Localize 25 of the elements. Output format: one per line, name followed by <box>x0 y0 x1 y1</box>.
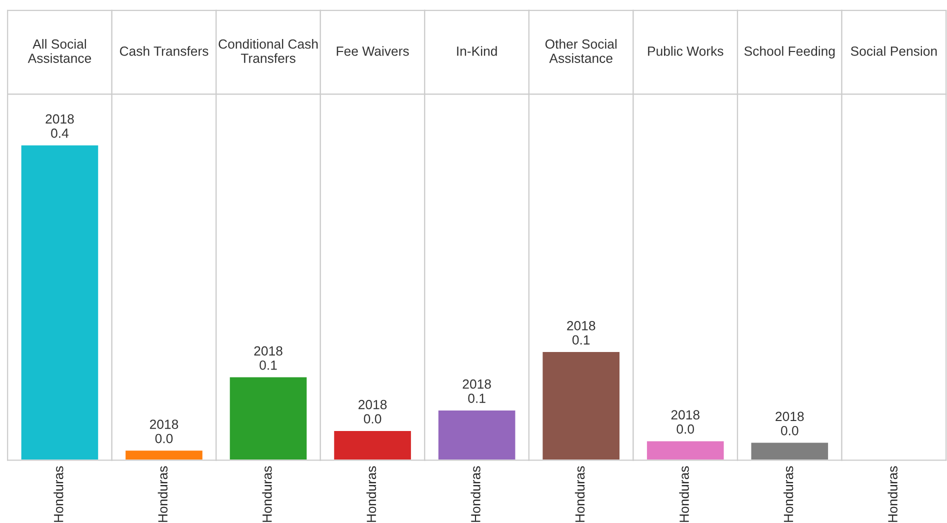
chart-title: All Social Assistance <box>28 39 92 63</box>
chart-title: Cash Transfers <box>120 46 208 56</box>
chart-title: Other Social Assistance <box>545 39 617 63</box>
chart-title: Fee Waivers <box>336 46 409 56</box>
chart-title: Public Works <box>648 46 724 56</box>
chart-title: In-Kind <box>457 46 497 56</box>
chart-title: School Feeding <box>744 46 835 58</box>
data-label: 2018 0.0 <box>150 420 178 444</box>
x-tick-label: Honduras <box>783 466 794 522</box>
x-tick-label: Honduras <box>262 466 272 522</box>
x-tick-label: Honduras <box>679 466 689 522</box>
x-tick-label: Honduras <box>470 466 480 522</box>
text: Social Pension <box>850 46 937 56</box>
data-label: 2018 0.0 <box>358 400 387 424</box>
data-label: 2018 0.1 <box>462 379 491 403</box>
data-label: 2018 0.4 <box>46 114 74 138</box>
data-label: 2018 0.0 <box>671 410 700 434</box>
chart-title: Conditional Cash Transfers <box>218 39 318 63</box>
x-tick-label: Honduras <box>366 466 376 522</box>
data-label: 2018 0.1 <box>254 346 282 370</box>
x-tick-label: Honduras <box>158 466 168 522</box>
x-tick-label: Honduras <box>54 466 64 522</box>
data-label: 2018 0.0 <box>776 412 804 436</box>
data-label: 2018 0.1 <box>567 321 596 345</box>
x-tick-label: Honduras <box>574 466 585 522</box>
